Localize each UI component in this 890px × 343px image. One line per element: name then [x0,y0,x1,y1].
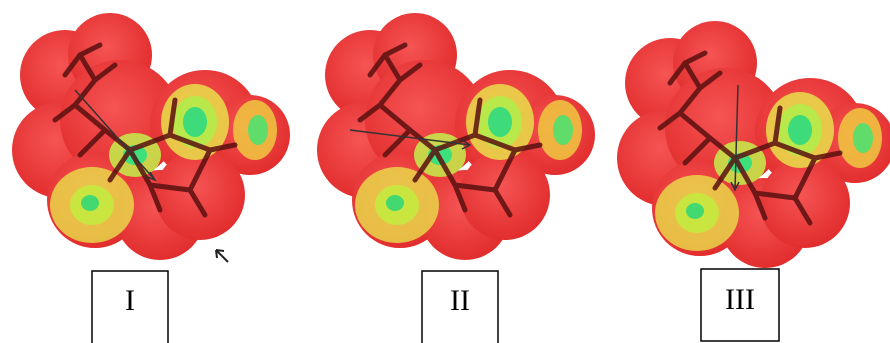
mep-surface [617,21,890,268]
panel-label: I [125,284,135,317]
panel-label: II [450,284,470,317]
mep-surface [12,13,290,260]
mep-surface [317,13,595,260]
cursor-arrow [216,250,228,262]
figure: I II III [0,0,890,343]
panel-label: III [725,283,755,316]
page: {"panels": [{"label": "I"}, {"label": "I… [0,0,890,343]
